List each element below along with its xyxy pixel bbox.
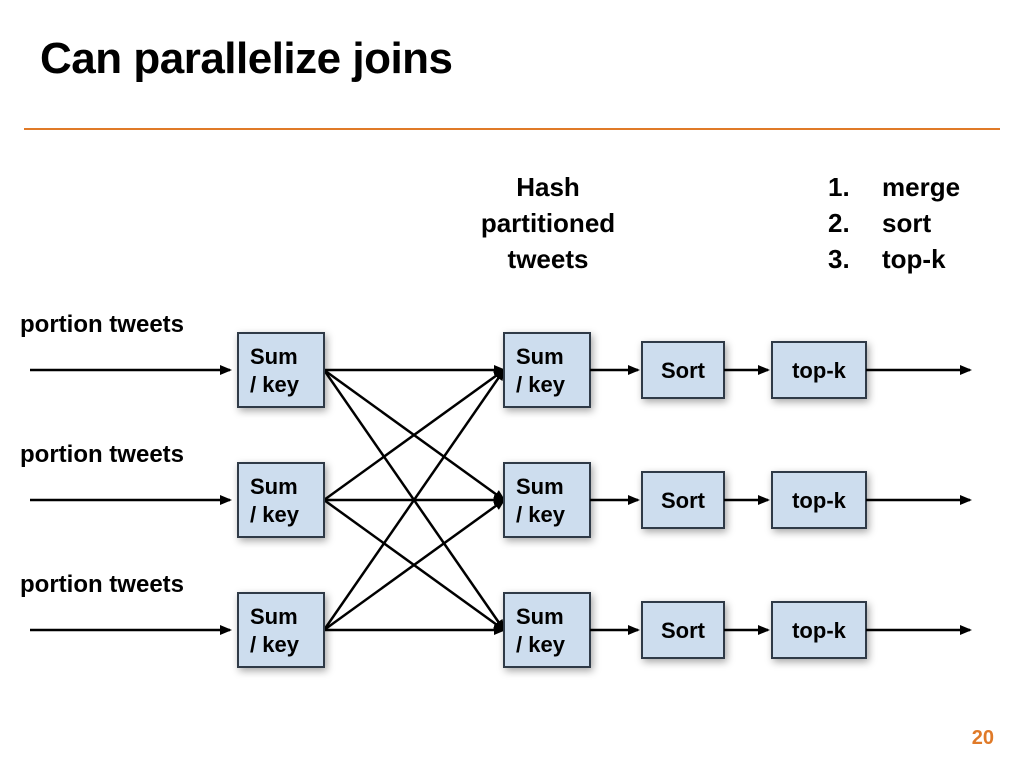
input-label: portion tweets bbox=[20, 571, 184, 598]
key-label: / key bbox=[250, 632, 300, 657]
hash-header-line3: tweets bbox=[508, 244, 589, 274]
step-number: 1. bbox=[828, 172, 850, 202]
step-number: 2. bbox=[828, 208, 850, 238]
step-label: sort bbox=[882, 208, 931, 238]
step-label: merge bbox=[882, 172, 960, 202]
diagram-canvas: Hash partitioned tweets 1. merge 2. sort 3. top-… bbox=[0, 0, 1024, 768]
sum-label: Sum bbox=[516, 604, 564, 629]
sum-label: Sum bbox=[250, 604, 298, 629]
input-label: portion tweets bbox=[20, 311, 184, 338]
sort-label: Sort bbox=[661, 618, 706, 643]
sum-label: Sum bbox=[250, 344, 298, 369]
sort-label: Sort bbox=[661, 488, 706, 513]
sum-label: Sum bbox=[516, 474, 564, 499]
step-label: top-k bbox=[882, 244, 946, 274]
key-label: / key bbox=[516, 502, 566, 527]
hash-header-line1: Hash bbox=[516, 172, 580, 202]
sum-label: Sum bbox=[516, 344, 564, 369]
topk-label: top-k bbox=[792, 488, 847, 513]
topk-label: top-k bbox=[792, 618, 847, 643]
sort-label: Sort bbox=[661, 358, 706, 383]
key-label: / key bbox=[250, 372, 300, 397]
key-label: / key bbox=[516, 632, 566, 657]
key-label: / key bbox=[250, 502, 300, 527]
key-label: / key bbox=[516, 372, 566, 397]
sum-label: Sum bbox=[250, 474, 298, 499]
hash-header-line2: partitioned bbox=[481, 208, 615, 238]
step-number: 3. bbox=[828, 244, 850, 274]
input-label: portion tweets bbox=[20, 441, 184, 468]
topk-label: top-k bbox=[792, 358, 847, 383]
